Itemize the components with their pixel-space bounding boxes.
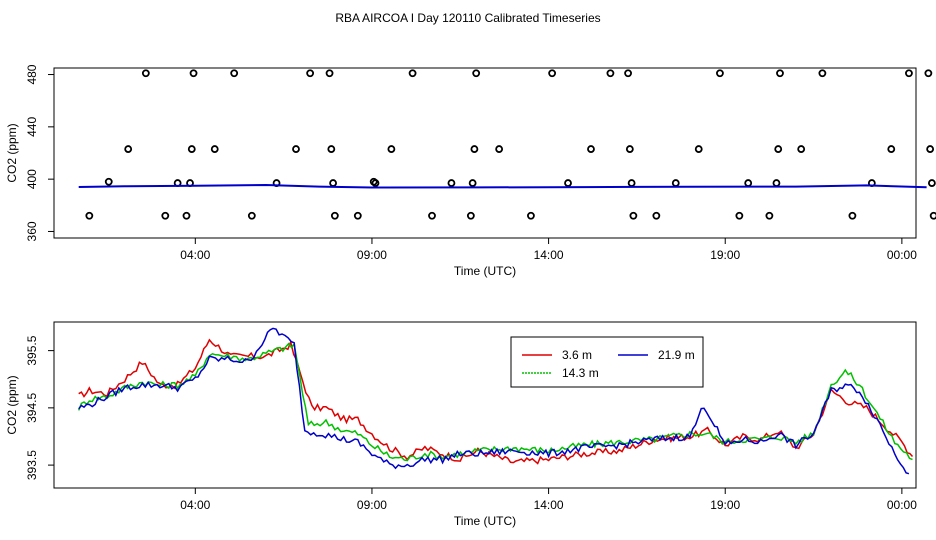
data-point bbox=[774, 145, 783, 153]
data-point bbox=[408, 69, 417, 78]
y-tick-label: 480 bbox=[25, 64, 39, 84]
data-point bbox=[629, 211, 638, 220]
legend: 3.6 m 21.9 m 14.3 m bbox=[510, 336, 704, 388]
x-tick-label: 09:00 bbox=[357, 248, 387, 262]
data-point bbox=[548, 69, 557, 78]
legend-label: 21.9 m bbox=[658, 348, 695, 362]
data-point bbox=[306, 69, 315, 78]
data-point bbox=[371, 179, 380, 187]
data-point bbox=[926, 145, 935, 153]
data-point bbox=[470, 145, 479, 153]
data-point bbox=[624, 69, 632, 78]
data-point bbox=[772, 179, 781, 187]
baseline-series-line bbox=[78, 183, 927, 189]
data-point bbox=[927, 179, 936, 187]
data-point bbox=[468, 179, 477, 187]
data-point bbox=[716, 69, 724, 78]
data-point bbox=[765, 211, 774, 220]
data-point bbox=[330, 211, 339, 220]
y-axis-label: CO2 (ppm) bbox=[5, 375, 19, 434]
data-point bbox=[472, 69, 481, 78]
data-point bbox=[247, 211, 256, 220]
data-point bbox=[466, 211, 475, 220]
data-point bbox=[924, 69, 933, 78]
y-tick-label: 394.5 bbox=[25, 393, 39, 423]
data-point bbox=[694, 145, 703, 153]
x-tick-label: 09:00 bbox=[357, 498, 387, 512]
x-tick-label: 19:00 bbox=[710, 498, 740, 512]
data-point bbox=[124, 145, 133, 153]
data-point bbox=[85, 211, 94, 220]
data-point bbox=[141, 69, 150, 78]
data-point bbox=[230, 69, 239, 78]
x-tick-label: 00:00 bbox=[887, 248, 917, 262]
legend-label: 3.6 m bbox=[562, 348, 592, 362]
plot-frame bbox=[53, 67, 917, 239]
x-axis-label: Time (UTC) bbox=[454, 264, 516, 278]
data-point bbox=[387, 145, 396, 153]
data-point bbox=[587, 145, 595, 153]
data-point bbox=[848, 211, 857, 220]
data-point bbox=[428, 211, 436, 220]
data-point bbox=[327, 145, 336, 153]
data-point bbox=[447, 179, 456, 187]
x-tick-label: 14:00 bbox=[534, 498, 564, 512]
data-point bbox=[161, 211, 170, 220]
data-point bbox=[187, 145, 196, 153]
y-tick-label: 395.5 bbox=[25, 335, 39, 365]
data-point bbox=[527, 211, 535, 220]
data-point bbox=[210, 145, 219, 153]
page-title: RBA AIRCOA I Day 120110 Calibrated Times… bbox=[335, 11, 600, 25]
data-point bbox=[329, 179, 337, 187]
x-axis-label: Time (UTC) bbox=[454, 514, 516, 528]
data-point bbox=[104, 177, 113, 186]
x-tick-label: 19:00 bbox=[710, 248, 740, 262]
data-point bbox=[495, 145, 504, 153]
data-point bbox=[353, 211, 362, 220]
x-tick-label: 04:00 bbox=[180, 248, 210, 262]
x-tick-label: 14:00 bbox=[534, 248, 564, 262]
data-point bbox=[606, 69, 615, 78]
data-point bbox=[652, 211, 661, 220]
data-point bbox=[671, 179, 680, 187]
data-point bbox=[776, 69, 784, 78]
x-tick-label: 04:00 bbox=[180, 498, 210, 512]
series-line-3-6-m bbox=[78, 338, 914, 465]
data-point bbox=[564, 179, 572, 187]
data-point bbox=[797, 145, 806, 153]
data-point bbox=[818, 69, 827, 78]
y-tick-label: 440 bbox=[25, 117, 39, 137]
data-point bbox=[625, 145, 634, 153]
data-point bbox=[627, 179, 636, 187]
y-tick-label: 400 bbox=[25, 169, 39, 189]
series-line-21-9-m bbox=[78, 327, 910, 475]
data-point bbox=[929, 211, 936, 220]
data-point bbox=[189, 69, 198, 78]
top-panel: 04:00 09:00 14:00 19:00 00:00 360 400 440 480 Tim… bbox=[5, 64, 936, 278]
data-point bbox=[735, 211, 744, 220]
data-point bbox=[292, 145, 300, 153]
data-point bbox=[325, 69, 334, 78]
y-axis-label: CO2 (ppm) bbox=[5, 123, 19, 182]
y-tick-label: 393.5 bbox=[25, 450, 39, 480]
series-line-14-3-m bbox=[78, 342, 913, 462]
data-point bbox=[887, 145, 896, 153]
x-tick-label: 00:00 bbox=[887, 498, 917, 512]
legend-label: 14.3 m bbox=[562, 366, 599, 380]
plot-frame bbox=[53, 321, 917, 489]
legend-box bbox=[510, 336, 704, 388]
data-point bbox=[905, 69, 913, 78]
data-point bbox=[744, 179, 753, 187]
y-tick-label: 360 bbox=[25, 221, 39, 241]
data-point bbox=[182, 211, 191, 220]
bottom-panel: 04:00 09:00 14:00 19:00 00:00 393.5 394.5 395.5… bbox=[5, 321, 917, 528]
